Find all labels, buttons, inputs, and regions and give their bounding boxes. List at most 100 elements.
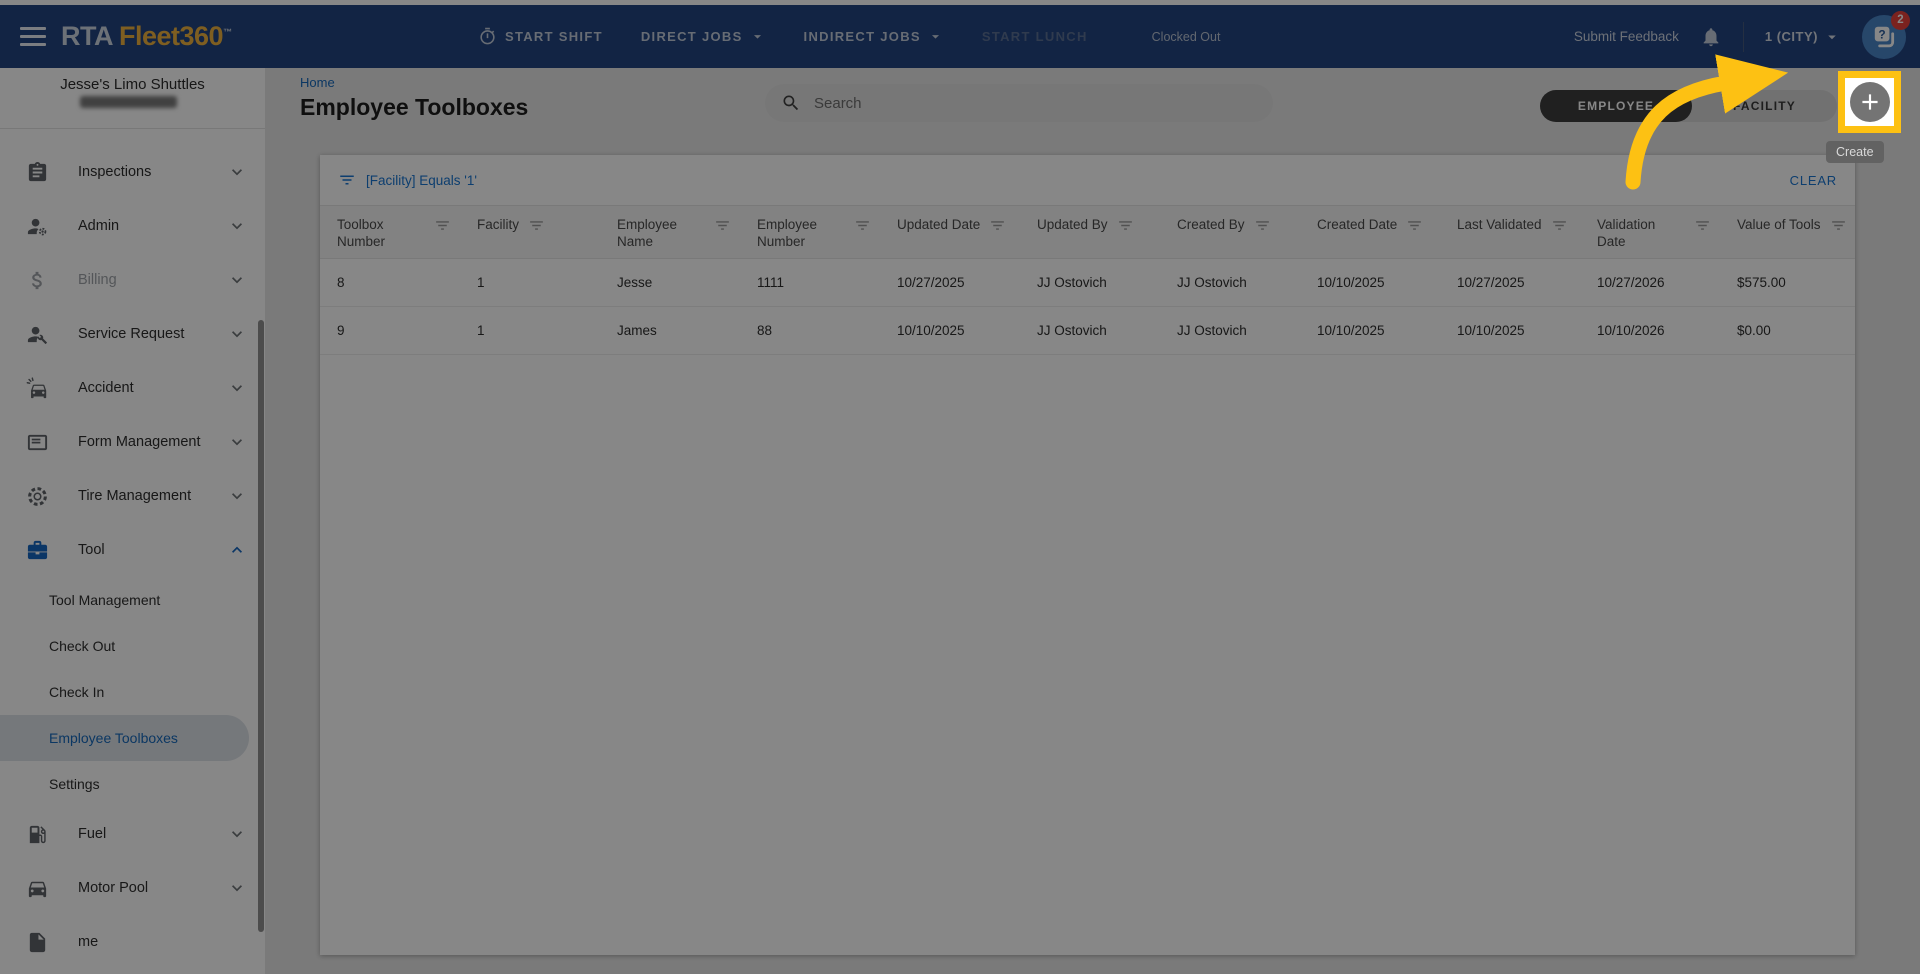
column-filter-icon[interactable] bbox=[714, 217, 731, 234]
sidebar-item-service-request[interactable]: Service Request bbox=[0, 307, 265, 361]
sidebar-item-label: Tool bbox=[78, 542, 105, 558]
sidebar-item-label: Inspections bbox=[78, 164, 152, 180]
search-bar bbox=[765, 84, 1273, 122]
create-button[interactable] bbox=[1849, 82, 1890, 122]
table-cell: 10/10/2025 bbox=[1317, 323, 1385, 338]
table-cell: 1 bbox=[477, 275, 485, 290]
table-body: 8 1 Jesse 1111 10/27/2025 JJ Ostovich JJ Ostov… bbox=[320, 259, 1855, 355]
sidebar-nav: Inspections Admin Billing Service Request Ac… bbox=[0, 129, 265, 974]
redacted-org-subtitle bbox=[80, 96, 177, 108]
table-cell: JJ Ostovich bbox=[1177, 275, 1247, 290]
chevron-down-icon bbox=[227, 824, 247, 844]
chevron-down-icon bbox=[227, 270, 247, 290]
table-row[interactable]: 8 1 Jesse 1111 10/27/2025 JJ Ostovich JJ Ostov… bbox=[320, 259, 1855, 307]
active-filter-chip[interactable]: [Facility] Equals '1' bbox=[366, 172, 477, 188]
table-cell: 1111 bbox=[757, 275, 785, 290]
chevron-down-icon bbox=[227, 878, 247, 898]
navbar-action-start-shift[interactable]: START SHIFT bbox=[478, 27, 603, 46]
sidebar-item-label: me bbox=[78, 934, 99, 950]
table-header-row: Toolbox Number Facility Employee Name Emplo… bbox=[320, 205, 1855, 259]
sidebar-subitem-check-out[interactable]: Check Out bbox=[49, 638, 116, 654]
table-cell: JJ Ostovich bbox=[1037, 275, 1107, 290]
sidebar-item-label: Motor Pool bbox=[78, 880, 149, 896]
table-row[interactable]: 9 1 James 88 10/10/2025 JJ Ostovich JJ Ostovic… bbox=[320, 307, 1855, 355]
sidebar-item-fuel[interactable]: Fuel bbox=[0, 807, 265, 861]
clear-filter-button[interactable]: CLEAR bbox=[1789, 172, 1837, 188]
column-filter-icon[interactable] bbox=[1830, 217, 1847, 234]
column-header-value-of-tools[interactable]: Value of Tools bbox=[1737, 216, 1855, 234]
highlight-box bbox=[1838, 71, 1901, 133]
submit-feedback-link[interactable]: Submit Feedback bbox=[1573, 29, 1679, 44]
sidebar-item-label: Fuel bbox=[78, 826, 107, 842]
chevron-down-icon bbox=[227, 486, 247, 506]
sidebar-scrollbar[interactable] bbox=[258, 320, 264, 932]
column-filter-icon[interactable] bbox=[1117, 217, 1134, 234]
chevron-down-icon bbox=[227, 324, 247, 344]
tire-icon bbox=[26, 485, 49, 508]
file-icon bbox=[26, 931, 49, 954]
shift-actions: START SHIFT DIRECT JOBS INDIRECT JOBS START… bbox=[478, 27, 1220, 46]
trademark-symbol: ™ bbox=[223, 27, 232, 37]
table-cell: $575.00 bbox=[1737, 275, 1786, 290]
caret-down-icon bbox=[1823, 28, 1841, 46]
clock-status: Clocked Out bbox=[1151, 29, 1221, 44]
column-filter-icon[interactable] bbox=[854, 217, 871, 234]
breadcrumb[interactable]: Home bbox=[300, 75, 335, 90]
sidebar-item-me[interactable]: me bbox=[0, 915, 265, 969]
column-header-facility[interactable]: Facility bbox=[477, 216, 617, 234]
car-crash-icon bbox=[26, 376, 49, 400]
column-filter-icon[interactable] bbox=[989, 217, 1006, 234]
sidebar-item-tool[interactable]: Tool bbox=[0, 523, 265, 577]
sidebar-subitem-tool-management[interactable]: Tool Management bbox=[49, 592, 161, 608]
search-icon bbox=[781, 93, 801, 113]
column-filter-icon[interactable] bbox=[1694, 217, 1711, 234]
sidebar-item-form-management[interactable]: Form Management bbox=[0, 415, 265, 469]
avatar[interactable]: ? 2 bbox=[1862, 10, 1910, 59]
sidebar-divider bbox=[0, 128, 265, 129]
car-icon bbox=[26, 877, 49, 900]
column-header-created-by[interactable]: Created By bbox=[1177, 216, 1317, 234]
navbar-action-indirect-jobs[interactable]: INDIRECT JOBS bbox=[804, 28, 944, 45]
table-cell: 8 bbox=[337, 275, 345, 290]
chat-help-icon: ? bbox=[1871, 24, 1897, 50]
sidebar-item-admin[interactable]: Admin bbox=[0, 199, 265, 253]
org-name: Jesse's Limo Shuttles bbox=[60, 76, 205, 93]
sidebar-item-billing[interactable]: Billing bbox=[0, 253, 265, 307]
sidebar-item-accident[interactable]: Accident bbox=[0, 361, 265, 415]
column-header-created-date[interactable]: Created Date bbox=[1317, 216, 1457, 234]
column-header-validation-date[interactable]: Validation Date bbox=[1597, 216, 1737, 250]
column-header-last-validated[interactable]: Last Validated bbox=[1457, 216, 1597, 234]
sidebar-item-label: Accident bbox=[78, 380, 134, 396]
sidebar-subitem-employee-toolboxes[interactable]: Employee Toolboxes bbox=[0, 715, 249, 761]
column-filter-icon[interactable] bbox=[1406, 217, 1423, 234]
table-cell: 9 bbox=[337, 323, 345, 338]
menu-icon[interactable] bbox=[20, 27, 46, 46]
column-header-employee-name[interactable]: Employee Name bbox=[617, 216, 757, 250]
column-filter-icon[interactable] bbox=[528, 217, 545, 234]
chevron-down-icon bbox=[227, 432, 247, 452]
table-cell: JJ Ostovich bbox=[1177, 323, 1247, 338]
sidebar-subitem-check-in[interactable]: Check In bbox=[49, 684, 105, 700]
column-header-employee-number[interactable]: Employee Number bbox=[757, 216, 897, 250]
app-logo[interactable]: RTA Fleet360™ bbox=[61, 21, 232, 52]
column-filter-icon[interactable] bbox=[1551, 217, 1568, 234]
sidebar-item-inspections[interactable]: Inspections bbox=[0, 145, 265, 199]
search-input[interactable] bbox=[812, 93, 1257, 113]
sidebar-subitem-settings[interactable]: Settings bbox=[49, 776, 100, 792]
sidebar-item-motor-pool[interactable]: Motor Pool bbox=[0, 861, 265, 915]
sidebar-item-label: Form Management bbox=[78, 434, 201, 450]
column-filter-icon[interactable] bbox=[434, 217, 451, 234]
column-filter-icon[interactable] bbox=[1254, 217, 1271, 234]
column-header-toolbox-number[interactable]: Toolbox Number bbox=[337, 216, 477, 250]
bell-icon[interactable] bbox=[1700, 26, 1722, 48]
column-header-updated-date[interactable]: Updated Date bbox=[897, 216, 1037, 234]
table-cell: 10/10/2025 bbox=[897, 323, 965, 338]
navbar-action-direct-jobs[interactable]: DIRECT JOBS bbox=[641, 28, 766, 45]
sidebar-item-tire-management[interactable]: Tire Management bbox=[0, 469, 265, 523]
facility-selector[interactable]: 1 (CITY) bbox=[1765, 28, 1841, 46]
table-cell: 88 bbox=[757, 323, 773, 338]
column-header-updated-by[interactable]: Updated By bbox=[1037, 216, 1177, 234]
table-cell: 10/10/2025 bbox=[1317, 275, 1385, 290]
clipboard-icon bbox=[26, 161, 49, 184]
